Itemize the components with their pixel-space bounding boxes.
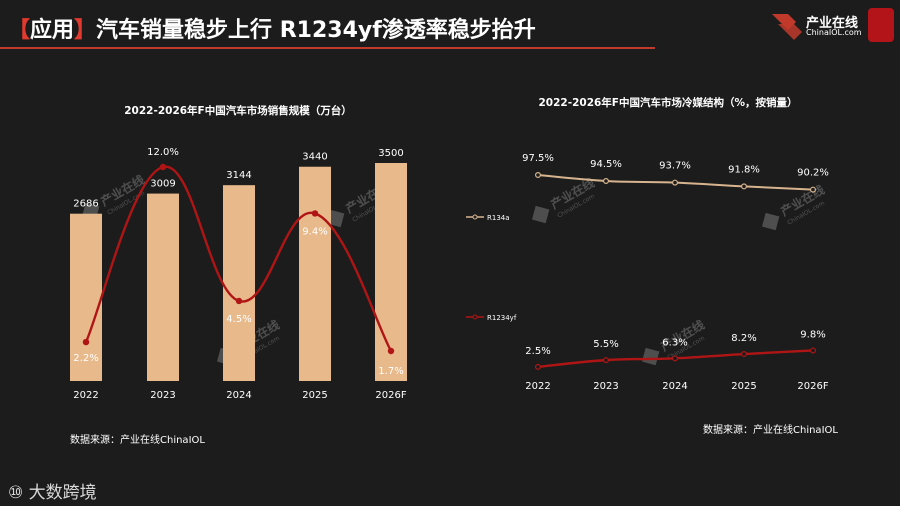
x-tick-label: 2024 <box>662 381 687 392</box>
bar-value-label: 2686 <box>73 199 98 210</box>
seal-icon <box>868 8 894 42</box>
bar-value-label: 3500 <box>378 148 403 159</box>
growth-rate-line <box>84 165 393 352</box>
left-chart-title: 2022-2026年F中国汽车市场销售规模（万台） <box>124 104 351 117</box>
bar-2023 <box>147 193 179 381</box>
x-tick-label: 2024 <box>226 390 251 401</box>
legend-item: R1234yf <box>466 314 517 322</box>
r1234yf-point <box>671 355 678 362</box>
r134a-value-label: 91.8% <box>728 164 760 175</box>
r134a-value-label: 90.2% <box>797 168 829 179</box>
growth-rate-label: 2.2% <box>73 353 98 364</box>
growth-rate-label: 12.0% <box>147 147 179 158</box>
x-tick-label: 2023 <box>593 381 618 392</box>
x-tick-label: 2022 <box>73 390 98 401</box>
growth-rate-point <box>159 163 167 171</box>
bar-value-label: 3440 <box>302 152 327 163</box>
r134a-point <box>534 172 541 179</box>
x-tick-label: 2026F <box>375 390 406 401</box>
r134a-value-label: 93.7% <box>659 161 691 172</box>
r1234yf-point <box>534 363 541 370</box>
title-bracket-open: 【 <box>8 18 31 43</box>
page-title: 【应用】汽车销量稳步上行 R1234yf渗透率稳步抬升 <box>8 12 536 44</box>
title-text: 汽车销量稳步上行 R1234yf渗透率稳步抬升 <box>96 18 536 43</box>
growth-rate-point <box>235 297 243 305</box>
r1234yf-value-label: 2.5% <box>525 346 550 357</box>
growth-rate-label: 1.7% <box>378 366 403 377</box>
title-bracket-close: 】 <box>74 18 97 43</box>
logo-url: ChinaIOL.com <box>806 28 862 37</box>
chinaiol-logo-icon <box>772 14 802 40</box>
legend-label: R134a <box>487 214 510 222</box>
watermark: 产业在线ChinaIOL.com <box>532 175 597 224</box>
r1234yf-value-label: 6.3% <box>662 337 687 348</box>
left-chart: 2022-2026年F中国汽车市场销售规模（万台） 2686 3009 3144 34… <box>70 104 407 401</box>
x-tick-label: 2025 <box>302 390 327 401</box>
growth-rate-point <box>387 347 395 355</box>
r134a-value-label: 94.5% <box>590 159 622 170</box>
growth-rate-point <box>311 210 319 217</box>
footer-brand-text: 大数跨境 <box>28 483 97 503</box>
watermark-group: 产业在线ChinaIOL.com 产业在线ChinaIOL.com产业在线Chin… <box>82 172 827 366</box>
bar-2022 <box>70 213 102 381</box>
x-tick-label: 2025 <box>731 381 756 392</box>
right-source-note: 数据来源：产业在线ChinaIOL <box>703 425 838 436</box>
r1234yf-value-label: 9.8% <box>800 329 825 340</box>
r134a-point <box>809 186 816 193</box>
r134a-value-label: 97.5% <box>522 153 554 164</box>
footer-logo-icon: ⑩ <box>8 483 24 503</box>
growth-rate-label: 9.4% <box>302 226 327 237</box>
legend-label: R1234yf <box>487 314 517 322</box>
r1234yf-point <box>809 347 816 354</box>
logo-brand: 产业在线 <box>806 16 859 31</box>
r134a-point <box>740 183 747 190</box>
legend-item: R134a <box>466 214 510 222</box>
left-source-note: 数据来源：产业在线ChinaIOL <box>70 435 205 446</box>
growth-rate-label: 4.5% <box>226 314 251 325</box>
x-tick-label: 2023 <box>150 390 175 401</box>
footer-brand: ⑩ 大数跨境 <box>8 478 97 503</box>
bar-value-label: 3009 <box>150 179 175 190</box>
r1234yf-value-label: 5.5% <box>593 339 618 350</box>
r1234yf-point <box>602 357 609 364</box>
bar-2025 <box>299 166 331 381</box>
right-chart-title: 2022-2026年F中国汽车市场冷媒结构（%，按销量） <box>539 96 798 109</box>
r1234yf-point <box>740 351 747 358</box>
x-tick-label: 2022 <box>525 381 550 392</box>
bar-2024 <box>223 185 255 381</box>
r134a-point <box>602 178 609 185</box>
watermark: 产业在线ChinaIOL.com <box>762 182 827 231</box>
header-divider <box>0 47 655 49</box>
r134a-point <box>671 179 678 186</box>
right-chart: 2022-2026年F中国汽车市场冷媒结构（%，按销量） 97.5% 94.5% 9… <box>466 96 829 392</box>
growth-rate-point <box>82 338 90 346</box>
bar-value-label: 3144 <box>226 170 251 181</box>
x-tick-label: 2026F <box>797 381 828 392</box>
title-tag: 应用 <box>30 18 75 43</box>
bar-2026F <box>375 163 407 381</box>
r1234yf-value-label: 8.2% <box>731 333 756 344</box>
